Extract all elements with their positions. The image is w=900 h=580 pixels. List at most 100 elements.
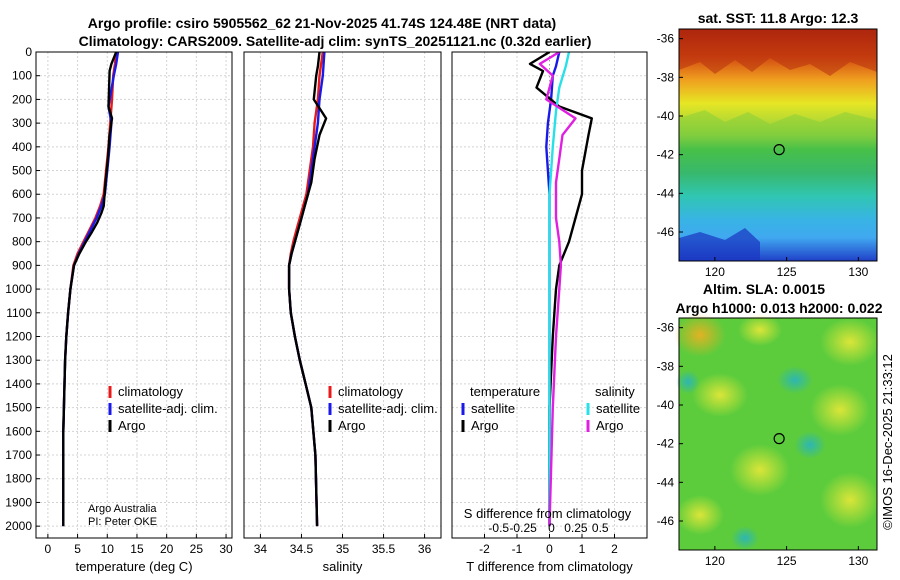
y-tick-label: 1500 (5, 401, 32, 415)
x-axis-label: T difference from climatology (466, 559, 633, 574)
x-tick-label: 5 (74, 542, 81, 556)
secondary-x-tick-label: 0.25 (564, 521, 588, 535)
map-y-tick-label: -44 (657, 475, 675, 489)
y-tick-label: 400 (12, 140, 32, 154)
legend-argo-label: Argo (118, 418, 145, 433)
timestamp-label: ©IMOS 16-Dec-2025 21:33:12 (880, 354, 895, 530)
y-tick-label: 100 (12, 69, 32, 83)
x-tick-label: 35 (336, 542, 350, 556)
x-tick-label: -1 (512, 542, 523, 556)
y-tick-label: 300 (12, 116, 32, 130)
map-x-tick-label: 125 (777, 265, 797, 279)
sla-blob (731, 526, 759, 550)
y-tick-label: 200 (12, 92, 32, 106)
x-tick-label: 10 (101, 542, 115, 556)
secondary-x-tick-label: 0 (548, 521, 555, 535)
x-tick-label: 20 (160, 542, 174, 556)
series-line-satellite (287, 52, 326, 527)
map-y-tick-label: -40 (657, 398, 675, 412)
map-x-tick-label: 120 (705, 265, 725, 279)
map-y-tick-label: -46 (657, 514, 675, 528)
map-y-tick-label: -42 (657, 437, 675, 451)
sla-blob (820, 318, 880, 366)
sla-blob (777, 366, 813, 394)
series-line-temperature-argo (528, 52, 593, 527)
secondary-x-tick-label: -0.25 (509, 521, 537, 535)
series-group (528, 52, 593, 538)
sla-map-title2: Argo h1000: 0.013 h2000: 0.022 (675, 300, 882, 316)
difference-legend: temperature salinity satellite Argo sate… (461, 384, 640, 433)
grid (244, 51, 441, 538)
diff-legend-temp-argo-label: Argo (471, 418, 498, 433)
y-tick-label: 1600 (5, 424, 32, 438)
map-y-tick-label: -46 (657, 225, 675, 239)
map-x-tick-label: 130 (848, 265, 868, 279)
difference-profile-panel: -2 -1 0 1 2 T difference from climatology -0.5… (451, 51, 648, 574)
map-y-tick-label: -44 (657, 186, 675, 200)
map-x-tick-label: 130 (848, 554, 868, 568)
map-x-tick-label: 120 (705, 554, 725, 568)
sla-blob (692, 373, 748, 417)
y-tick-label: 900 (12, 258, 32, 272)
series-line-salinity-argo (538, 52, 577, 527)
map-y-tick-label: -38 (657, 359, 675, 373)
sla-blob (730, 444, 790, 496)
x-tick-label: -2 (479, 542, 490, 556)
diff-legend-sal-satellite-label: satellite (596, 401, 640, 416)
temperature-legend: climatology satellite-adj. clim. Argo (108, 384, 218, 433)
series-line-argo (287, 52, 328, 527)
series-group (287, 52, 328, 527)
x-tick-label: 15 (130, 542, 144, 556)
sst-argo-marker (773, 144, 785, 156)
series-group (62, 52, 120, 527)
legend-satellite-label: satellite-adj. clim. (118, 401, 218, 416)
sst-map-mid-front (679, 110, 877, 135)
diff-legend-salinity-heading: salinity (595, 384, 635, 399)
y-tick-label: 600 (12, 187, 32, 201)
series-line-argo (62, 52, 118, 527)
legend2-climatology-label: climatology (338, 384, 404, 399)
map-y-tick-label: -38 (657, 70, 675, 84)
secondary-x-axis-label: S difference from climatology (464, 506, 632, 521)
diff-legend-temperature-heading: temperature (470, 384, 540, 399)
x-tick-label: 34.5 (290, 542, 314, 556)
sla-blob (674, 313, 726, 357)
figure-title-line2: Climatology: CARS2009. Satellite-adj cli… (79, 33, 592, 49)
salinity-profile-panel: 34 34.5 35 35.5 36 salinity (243, 51, 442, 574)
legend2-argo-label: Argo (338, 418, 365, 433)
grid (36, 51, 232, 538)
x-tick-label: 0 (45, 542, 52, 556)
x-tick-label: 25 (190, 542, 204, 556)
y-tick-label: 1000 (5, 282, 32, 296)
secondary-x-tick-label: 0.5 (592, 521, 609, 535)
y-tick-label: 1300 (5, 353, 32, 367)
y-tick-label: 1800 (5, 472, 32, 486)
legend-climatology-label: climatology (118, 384, 184, 399)
y-tick-label: 800 (12, 235, 32, 249)
sla-map (674, 313, 880, 551)
x-tick-label: 35.5 (372, 542, 396, 556)
sla-blob (676, 495, 724, 535)
sla-blob (810, 384, 870, 436)
y-tick-label: 1400 (5, 377, 32, 391)
diff-legend-temp-satellite-label: satellite (471, 401, 515, 416)
x-tick-label: 34 (254, 542, 268, 556)
panel-frame (35, 51, 233, 539)
x-tick-label: 36 (418, 542, 432, 556)
diff-legend-sal-argo-label: Argo (596, 418, 623, 433)
y-tick-label: 2000 (5, 519, 32, 533)
sla-map-ticks: 120 125 130 -36 -38 -40 -42 -44 -46 (657, 321, 869, 568)
series-line-salinity-satellite (548, 52, 571, 527)
sst-map-cold-patch (679, 228, 760, 261)
map-y-tick-label: -40 (657, 109, 675, 123)
map-y-tick-label: -36 (657, 321, 675, 335)
y-tick-label: 0 (25, 45, 32, 59)
credit-line1: Argo Australia (88, 503, 157, 515)
sst-map-title: sat. SST: 11.8 Argo: 12.3 (698, 10, 859, 26)
y-tick-label: 500 (12, 164, 32, 178)
sst-map-ticks: 120 125 130 -36 -38 -40 -42 -44 -46 (657, 32, 869, 279)
y-tick-label: 1900 (5, 495, 32, 509)
temperature-profile-panel: 0 5 10 15 20 25 30 temperature (deg C) 0 100 200 30… (5, 45, 233, 574)
map-x-tick-label: 125 (777, 554, 797, 568)
